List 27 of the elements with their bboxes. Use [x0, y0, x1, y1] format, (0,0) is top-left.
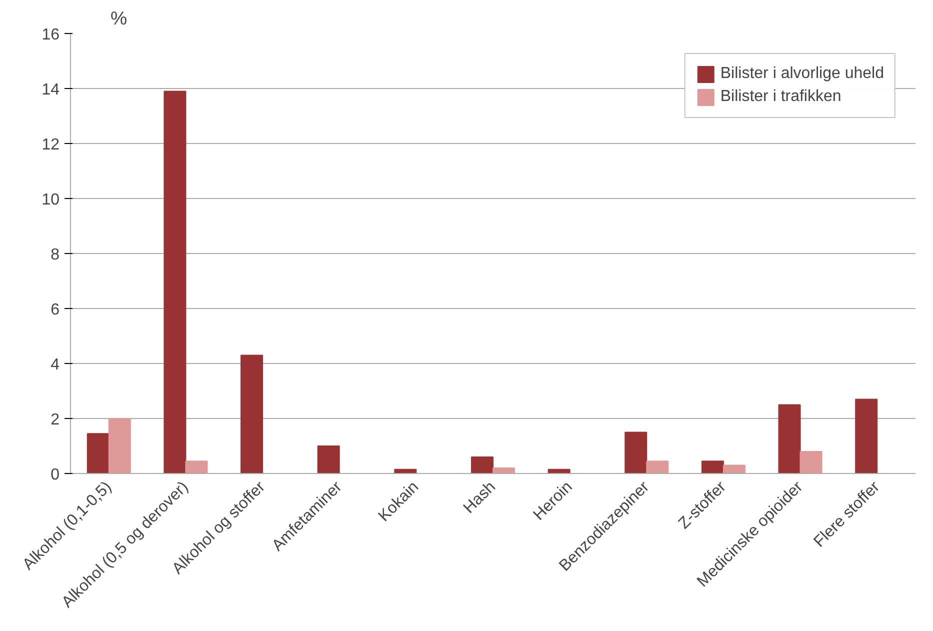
y-tick-label: 14 [42, 82, 60, 98]
bar [317, 446, 340, 474]
bar [855, 398, 878, 474]
bar [164, 90, 186, 474]
bar [470, 456, 494, 474]
y-tick-label: 16 [42, 26, 60, 44]
bar [722, 464, 746, 474]
bar [185, 460, 208, 474]
y-tick-label: 12 [42, 136, 60, 154]
y-tick-label: 0 [50, 466, 60, 484]
y-tick-label: 6 [50, 302, 60, 318]
y-tick-label: 8 [50, 246, 60, 264]
legend-label: Bilister i trafikken [720, 88, 842, 106]
bar [86, 433, 110, 474]
y-tick-label: 4 [50, 356, 60, 374]
bar [492, 468, 516, 474]
bar [646, 460, 669, 474]
bar [624, 432, 648, 474]
bar [108, 418, 131, 474]
y-axis-title: % [110, 8, 128, 28]
bar [800, 451, 822, 474]
y-tick-label: 2 [50, 412, 60, 428]
y-tick-label: 10 [42, 192, 60, 208]
bar [701, 460, 724, 474]
legend-label: Bilister i alvorlige uheld [720, 65, 884, 83]
bar [778, 404, 801, 474]
bar [240, 354, 264, 474]
